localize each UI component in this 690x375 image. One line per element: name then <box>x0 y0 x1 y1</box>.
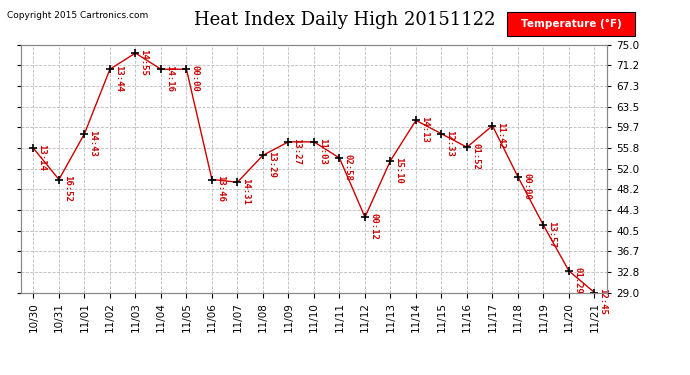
Text: Temperature (°F): Temperature (°F) <box>521 19 622 29</box>
Text: 13:46: 13:46 <box>216 176 225 202</box>
Text: 13:27: 13:27 <box>293 138 302 165</box>
Text: 13:57: 13:57 <box>548 221 557 248</box>
Text: 00:00: 00:00 <box>190 65 199 92</box>
Text: 11:42: 11:42 <box>497 122 506 148</box>
Text: Heat Index Daily High 20151122: Heat Index Daily High 20151122 <box>195 11 495 29</box>
Text: 00:12: 00:12 <box>369 213 378 240</box>
Text: 01:29: 01:29 <box>573 267 582 294</box>
Text: 02:58: 02:58 <box>344 154 353 181</box>
Text: 15:10: 15:10 <box>395 156 404 183</box>
Text: 01:52: 01:52 <box>471 143 480 170</box>
Text: 13:29: 13:29 <box>267 151 276 178</box>
Text: 14:13: 14:13 <box>420 116 429 143</box>
Text: 14:31: 14:31 <box>241 178 250 205</box>
Text: 16:52: 16:52 <box>63 176 72 202</box>
Text: 12:45: 12:45 <box>599 288 608 315</box>
Text: 14:16: 14:16 <box>165 65 174 92</box>
Text: 00:00: 00:00 <box>522 172 531 200</box>
Text: 12:33: 12:33 <box>446 130 455 156</box>
Text: 13:44: 13:44 <box>114 65 123 92</box>
Text: 11:03: 11:03 <box>318 138 327 165</box>
Text: Copyright 2015 Cartronics.com: Copyright 2015 Cartronics.com <box>7 11 148 20</box>
Text: 14:55: 14:55 <box>139 49 148 76</box>
Text: 14:43: 14:43 <box>88 130 97 156</box>
Text: 13:14: 13:14 <box>38 144 47 171</box>
